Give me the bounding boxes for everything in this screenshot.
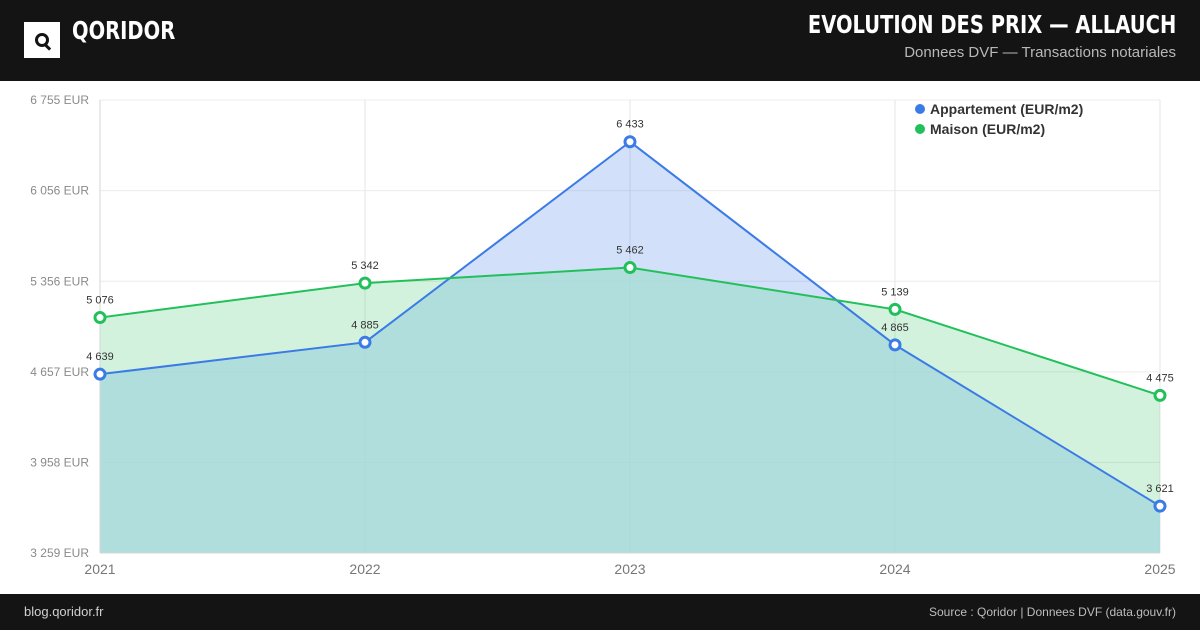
data-label: 5 076 xyxy=(86,295,114,307)
data-label: 4 885 xyxy=(351,319,379,331)
data-point xyxy=(358,335,372,349)
legend-label: Maison (EUR/m2) xyxy=(930,121,1045,137)
y-tick-label: 5 356 EUR xyxy=(30,274,89,288)
logo-icon xyxy=(24,22,60,58)
x-tick-label: 2025 xyxy=(1144,561,1175,577)
footer-bar: blog.qoridor.fr Source : Qoridor | Donne… xyxy=(0,594,1200,630)
chart-area: 3 259 EUR 3 958 EUR 4 657 EUR 5 356 EUR 6 05… xyxy=(30,93,1175,577)
data-point xyxy=(358,276,372,290)
brand-name: QORIDOR xyxy=(72,16,176,45)
y-tick-label: 3 259 EUR xyxy=(30,546,89,560)
legend-swatch xyxy=(915,124,925,134)
x-tick-label: 2021 xyxy=(84,561,115,577)
data-point xyxy=(623,261,637,275)
overlap-area xyxy=(100,267,1160,553)
data-label: 5 342 xyxy=(351,260,379,272)
chart-title: EVOLUTION DES PRIX — ALLAUCH xyxy=(807,10,1176,39)
x-tick-label: 2022 xyxy=(349,561,380,577)
x-tick-label: 2023 xyxy=(614,561,645,577)
data-label: 3 621 xyxy=(1146,483,1174,495)
y-tick-label: 6 755 EUR xyxy=(30,93,89,107)
chart-subtitle: Donnees DVF — Transactions notariales xyxy=(904,44,1176,61)
legend-label: Appartement (EUR/m2) xyxy=(930,101,1083,117)
data-label: 5 462 xyxy=(616,245,644,257)
logo-q-glyph xyxy=(35,33,49,47)
data-label: 6 433 xyxy=(616,119,644,131)
footer-source: Source : Qoridor | Donnees DVF (data.gou… xyxy=(928,605,1176,619)
y-tick-label: 4 657 EUR xyxy=(30,365,89,379)
legend-swatch xyxy=(915,104,925,114)
data-point xyxy=(93,311,107,325)
data-label: 5 139 xyxy=(881,286,909,298)
y-tick-label: 6 056 EUR xyxy=(30,184,89,198)
data-point xyxy=(1153,388,1167,402)
data-label: 4 475 xyxy=(1146,372,1174,384)
footer-site-link[interactable]: blog.qoridor.fr xyxy=(24,604,104,619)
data-point xyxy=(1153,499,1167,513)
data-point xyxy=(888,338,902,352)
data-point xyxy=(93,367,107,381)
header-bar: QORIDOR EVOLUTION DES PRIX — ALLAUCH Don… xyxy=(0,0,1200,81)
data-label: 4 639 xyxy=(86,351,114,363)
data-point xyxy=(888,302,902,316)
data-label: 4 865 xyxy=(881,322,909,334)
x-tick-label: 2024 xyxy=(879,561,910,577)
data-point xyxy=(623,135,637,149)
y-tick-label: 3 958 EUR xyxy=(30,455,89,469)
